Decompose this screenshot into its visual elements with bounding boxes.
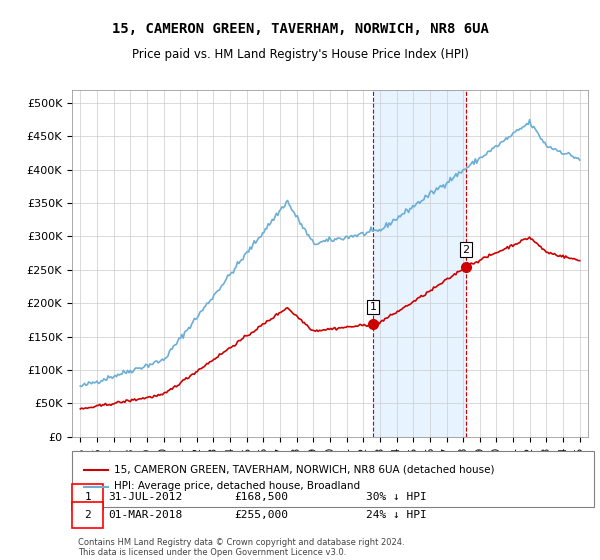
Text: 30% ↓ HPI: 30% ↓ HPI [366,492,427,502]
Text: 1: 1 [370,302,376,312]
Text: Contains HM Land Registry data © Crown copyright and database right 2024.
This d: Contains HM Land Registry data © Crown c… [78,538,404,557]
Text: 15, CAMERON GREEN, TAVERHAM, NORWICH, NR8 6UA: 15, CAMERON GREEN, TAVERHAM, NORWICH, NR… [112,22,488,36]
Text: 2: 2 [463,245,470,255]
Text: HPI: Average price, detached house, Broadland: HPI: Average price, detached house, Broa… [114,481,360,491]
Text: 01-MAR-2018: 01-MAR-2018 [108,510,182,520]
Text: 2: 2 [84,510,91,520]
Text: 24% ↓ HPI: 24% ↓ HPI [366,510,427,520]
Text: £255,000: £255,000 [234,510,288,520]
Text: 15, CAMERON GREEN, TAVERHAM, NORWICH, NR8 6UA (detached house): 15, CAMERON GREEN, TAVERHAM, NORWICH, NR… [114,464,494,474]
Text: 31-JUL-2012: 31-JUL-2012 [108,492,182,502]
Text: Price paid vs. HM Land Registry's House Price Index (HPI): Price paid vs. HM Land Registry's House … [131,48,469,60]
Text: 1: 1 [84,492,91,502]
Text: £168,500: £168,500 [234,492,288,502]
